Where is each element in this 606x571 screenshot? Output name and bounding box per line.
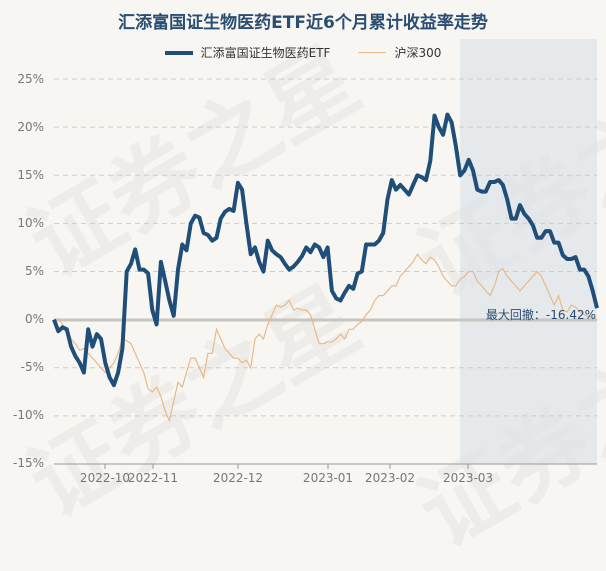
y-tick-label: 15% (17, 168, 44, 182)
max-drawdown-annotation: 最大回撤：-16.42% (485, 308, 596, 322)
series-line-etf (52, 112, 599, 388)
y-tick-label: 20% (17, 120, 44, 134)
drawdown-shaded-region (460, 39, 597, 464)
y-tick-label: -10% (12, 408, 44, 422)
x-tick-label: 2023-01 (302, 471, 354, 485)
legend: 汇添富国证生物医药ETF 沪深300 (0, 44, 606, 61)
x-tick-label: 2023-03 (442, 471, 494, 485)
legend-item-hs300[interactable]: 沪深300 (358, 44, 441, 61)
y-tick-label: -5% (20, 360, 44, 374)
legend-swatch-etf-icon (164, 50, 193, 55)
legend-label-hs300: 沪深300 (394, 46, 442, 60)
chart-title: 汇添富国证生物医药ETF近6个月累计收益率走势 (118, 13, 488, 33)
y-tick-label: 0% (24, 312, 44, 326)
x-tick-label: 2023-02 (364, 471, 416, 485)
legend-label-etf: 汇添富国证生物医药ETF (200, 46, 331, 60)
x-tick-label: 2022-11 (127, 471, 179, 485)
legend-swatch-hs300-icon (358, 52, 387, 53)
x-tick-label: 2022-10 (79, 471, 131, 485)
legend-item-etf[interactable]: 汇添富国证生物医药ETF (164, 44, 331, 61)
y-tick-label: 5% (24, 264, 44, 278)
x-tick-label: 2022-12 (212, 471, 264, 485)
y-tick-label: -15% (12, 456, 44, 470)
x-axis-ticks (104, 464, 469, 469)
series-line-hs300 (54, 253, 598, 423)
y-tick-label: 25% (17, 72, 44, 86)
chart-plot-area (52, 39, 599, 469)
y-tick-label: 10% (17, 216, 44, 230)
